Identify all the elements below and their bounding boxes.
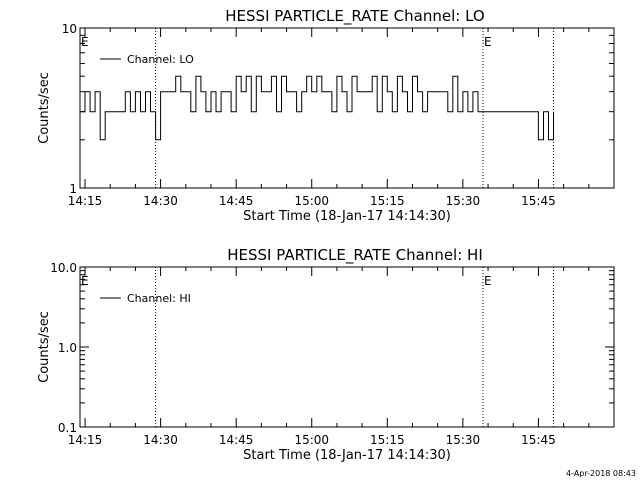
plot-frame [79, 27, 615, 189]
x-tick-label: 15:00 [294, 194, 329, 208]
x-tick-label: 14:15 [68, 433, 103, 447]
legend-entry: Channel: LO [127, 53, 194, 66]
y-tick-label: 10 [62, 22, 77, 36]
x-tick-label: 14:30 [143, 433, 178, 447]
x-tick-label: 15:15 [370, 433, 405, 447]
x-tick-label: 15:15 [370, 194, 405, 208]
x-tick-label: 15:45 [521, 433, 556, 447]
legend-entry: Channel: HI [127, 292, 191, 305]
chart-title: HESSI PARTICLE_RATE Channel: LO [225, 7, 484, 26]
x-tick-label: 15:00 [294, 433, 329, 447]
x-axis-label: Start Time (18-Jan-17 14:14:30) [243, 448, 451, 463]
x-tick-label: 14:15 [68, 194, 103, 208]
x-tick-label: 15:45 [521, 194, 556, 208]
x-tick-label: 14:45 [219, 433, 254, 447]
y-tick-label: 1.0 [58, 341, 77, 355]
y-tick-label: 10.0 [50, 261, 77, 275]
time-marker-label: E [81, 35, 89, 49]
y-tick-label: 1 [69, 182, 77, 196]
x-tick-label: 15:30 [446, 433, 481, 447]
y-axis-label: Counts/sec [37, 311, 52, 383]
series-line-1 [80, 75, 554, 141]
time-marker-label: E [484, 274, 492, 288]
y-axis-label: Counts/sec [37, 72, 52, 144]
x-axis-label: Start Time (18-Jan-17 14:14:30) [243, 209, 451, 224]
charts-group: HESSI PARTICLE_RATE Channel: LO 14:15 14:3… [37, 7, 615, 463]
time-marker-label: E [81, 274, 89, 288]
x-tick-label: 14:30 [143, 194, 178, 208]
chart-2: HESSI PARTICLE_RATE Channel: HI 14:15 14:3… [37, 246, 615, 463]
x-tick-label: 14:45 [219, 194, 254, 208]
chart-1: HESSI PARTICLE_RATE Channel: LO 14:15 14:3… [37, 7, 615, 224]
chart-title: HESSI PARTICLE_RATE Channel: HI [227, 246, 483, 265]
y-tick-label: 0.1 [58, 421, 77, 435]
x-tick-label: 15:30 [446, 194, 481, 208]
footer-timestamp: 4-Apr-2018 08:43 [566, 469, 636, 478]
time-marker-label: E [484, 35, 492, 49]
